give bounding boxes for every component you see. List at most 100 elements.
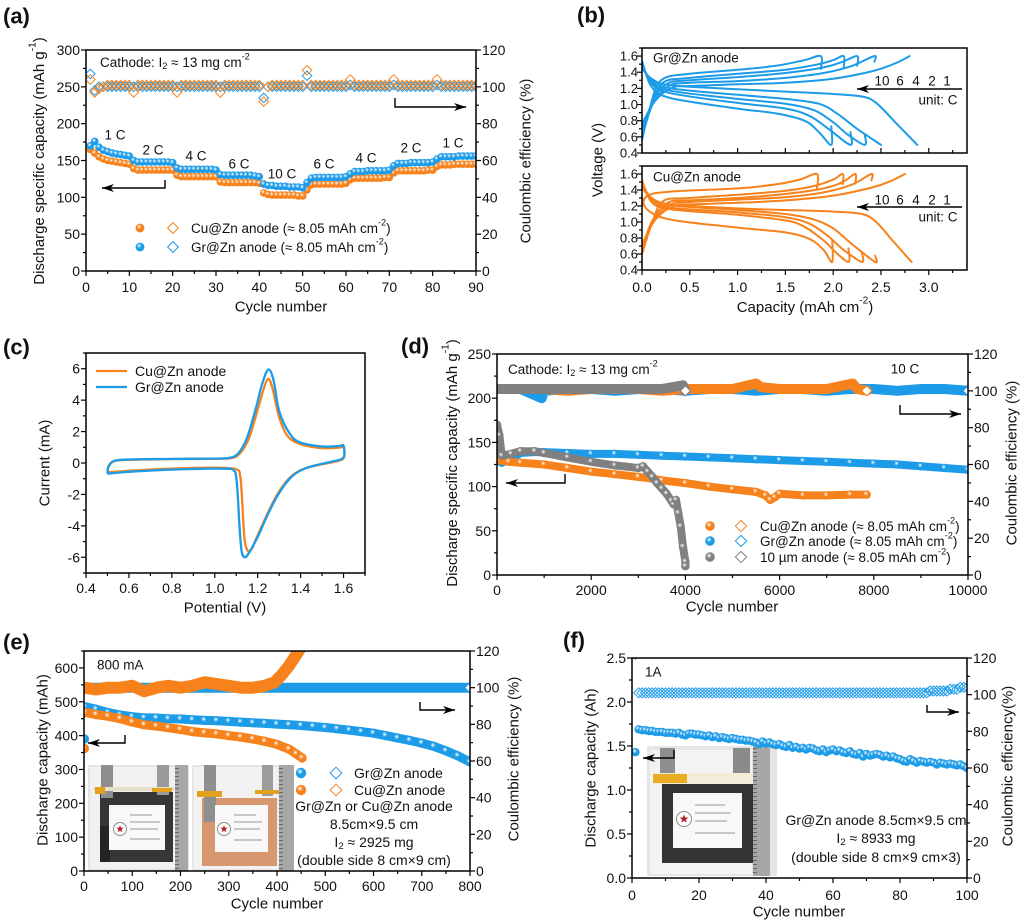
y-left-tick-label: 1.2 [620, 81, 638, 96]
data-layer [632, 658, 967, 773]
y-right-axis-title: Coulombic efficiency(%) [1000, 686, 1017, 847]
y-left-tick-label: 150 [57, 153, 81, 169]
y-left-tick-label: 1.2 [620, 199, 638, 214]
data-point-cu-zn-anode-coulombic-efficiency [128, 86, 140, 98]
y-right-tick-label: 100 [482, 79, 506, 95]
data-point-cu-zn-anode-coulombic-efficiency [119, 79, 131, 91]
y-right-tick-label: 100 [973, 687, 997, 703]
data-point-cu-zn-anode-coulombic-efficiency [440, 79, 452, 91]
series-cu-zn-anode-discharge-capacity [84, 708, 307, 763]
data-point-gr-zn-anode-coulombic-efficiency [149, 81, 161, 93]
legend-circle-marker [295, 767, 307, 779]
data-point-gr-zn-anode-coulombic-efficiency [162, 81, 174, 93]
data-point-gr-zn-anode-coulombic-efficiency [245, 81, 257, 93]
data-point-cu-zn-anode-coulombic-efficiency [336, 79, 348, 91]
data-point-gr-zn-anode-coulombic-efficiency [951, 683, 963, 695]
sealing-tape [653, 773, 753, 784]
label-part: -2 [945, 530, 953, 540]
data-point-10-um-anode-discharge-capacity [516, 447, 525, 456]
data-point-cu-zn-anode-coulombic-efficiency [132, 79, 144, 91]
plot-frame [641, 47, 968, 154]
y-right-tick-label: 120 [974, 346, 998, 362]
data-point-gr-zn-anode-coulombic-efficiency [396, 81, 408, 93]
data-point-cu-zn-anode-coulombic-efficiency [422, 79, 434, 91]
data-point-gr-zn-anode-coulombic-efficiency [145, 81, 157, 93]
data-point-cu-zn-anode-discharge-capacity [799, 491, 808, 500]
data-point-cu-zn-anode-coulombic-efficiency [171, 86, 183, 98]
band-cu-zn-anode-discharge-capacity [497, 456, 871, 504]
charge-curve-2-c [642, 172, 874, 249]
y-left-tick-label: 200 [57, 116, 81, 132]
data-point-cu-zn-anode-discharge-capacity [127, 717, 137, 727]
data-point-gr-zn-anode-coulombic-efficiency [633, 658, 638, 661]
legend-entry: Cu@Zn anode [295, 782, 445, 798]
data-point-gr-zn-anode-coulombic-efficiency [383, 81, 395, 93]
data-point-cu-zn-anode-discharge-capacity [84, 743, 90, 754]
data-point-cu-zn-anode-coulombic-efficiency [409, 79, 421, 91]
label-handwriting [130, 814, 160, 840]
data-point-gr-zn-anode-coulombic-efficiency [275, 81, 287, 93]
data-point-gr-zn-anode-discharge-capacity [940, 463, 949, 473]
data-point-cu-zn-anode-coulombic-efficiency [201, 79, 213, 91]
legend-circle-marker [705, 536, 715, 546]
data-point-gr-zn-anode-discharge-capacity [200, 715, 210, 726]
y-left-tick-label: 4 [72, 392, 80, 408]
data-point-10-um-anode-discharge-capacity [497, 431, 504, 440]
data-point-gr-zn-anode-discharge-capacity [236, 717, 246, 727]
rate-label: 6 [896, 193, 904, 208]
data-point-cu-zn-anode-coulombic-efficiency [97, 81, 109, 93]
data-point-gr-zn-anode-discharge-capacity [151, 713, 161, 723]
data-point-cu-zn-anode-coulombic-efficiency [197, 79, 209, 91]
label-part: 2 [840, 837, 845, 848]
data-point-gr-zn-anode-discharge-capacity [356, 727, 366, 737]
y-right-axis-title: Coulombic efficiency (%) [1004, 381, 1021, 546]
x-tick-label: 500 [314, 878, 338, 894]
data-point-gr-zn-anode-discharge-capacity [175, 714, 186, 724]
sealing-tape [94, 787, 174, 791]
y-left-tick-label: 250 [468, 346, 492, 362]
data-point-gr-zn-anode-coulombic-efficiency [184, 81, 196, 93]
data-point-gr-zn-anode-discharge-capacity [163, 714, 173, 724]
x-tick-label: 80 [892, 887, 908, 903]
y-axis-title: Current (mA) [37, 420, 54, 507]
y-right-axis-title: Coulombic efficiency (%) [506, 677, 523, 842]
data-point-gr-zn-anode-discharge-capacity [704, 453, 714, 462]
data-point-cu-zn-anode-coulombic-efficiency [379, 79, 391, 91]
data-point-gr-zn-anode-coulombic-efficiency [188, 81, 200, 93]
legend-diamond-marker [329, 783, 343, 797]
legend-entry: Gr@Zn anode (≈ 8.05 mAh cm-2) [705, 530, 957, 549]
data-point-10-um-anode-discharge-capacity [587, 457, 596, 466]
data-layer [642, 172, 913, 264]
data-point-cu-zn-anode-coulombic-efficiency [115, 79, 127, 91]
data-point-gr-zn-anode-coulombic-efficiency [353, 81, 365, 93]
ruler-ticks [175, 767, 179, 869]
series-gr-zn-anode-discharge-capacity [86, 137, 476, 192]
note-text: Gr@Zn anode 8.5cm×9.5 cm [785, 812, 966, 828]
y-right-axis-title: Coulombic efficiency (%) [518, 79, 535, 244]
panel-label: (d) [401, 334, 429, 359]
series-gr-zn-anode-coulombic-efficiency [86, 68, 476, 104]
x-tick-label: 600 [362, 878, 386, 894]
data-point-gr-zn-anode-coulombic-efficiency [154, 81, 166, 93]
data-point-cu-zn-anode-discharge-capacity [472, 160, 476, 168]
data-point-cu-zn-anode-discharge-capacity [775, 489, 784, 498]
yellow-tape-left [197, 791, 222, 797]
series-10-um-anode-coulombic-efficiency [497, 380, 692, 397]
yellow-tape-right [152, 788, 172, 792]
x-tick-label: 400 [265, 878, 289, 894]
y-right-tick-label: 0 [482, 263, 490, 279]
y-left-tick-label: 100 [55, 829, 79, 845]
y-left-tick-label: 0.8 [620, 231, 638, 246]
data-point-gr-zn-anode-coulombic-efficiency [297, 81, 309, 93]
charge-curve-1-c [642, 55, 911, 125]
discharge-curve-2-c [642, 64, 882, 146]
data-point-cu-zn-anode-coulombic-efficiency [292, 79, 304, 91]
data-point-10-um-anode-discharge-capacity [506, 449, 516, 459]
data-point-cu-zn-anode-coulombic-efficiency [102, 79, 114, 91]
data-point-cu-zn-anode-coulombic-efficiency [366, 79, 378, 91]
data-point-cu-zn-anode-coulombic-efficiency [266, 79, 278, 91]
data-point-cu-zn-anode-discharge-capacity [728, 485, 737, 494]
data-point-cu-zn-anode-discharge-capacity [284, 744, 294, 754]
y-right-tick-label: 0 [974, 567, 982, 583]
